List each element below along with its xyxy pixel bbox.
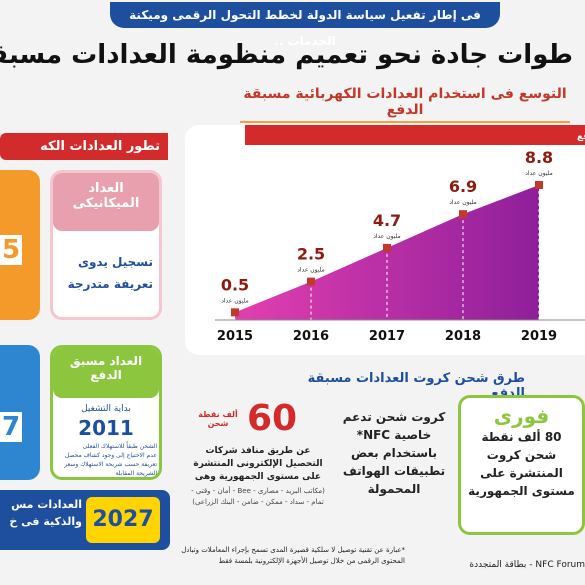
- value-label: 2.5: [297, 245, 325, 264]
- x-tick-label: 2015: [217, 329, 253, 344]
- outlets-number: 60: [246, 398, 298, 439]
- outlets-unit: ألف نقطة شحن: [198, 410, 238, 428]
- nfc-text: كروت شحن تدعم خاصية NFC* باستخدام بعض تط…: [342, 410, 446, 496]
- source: NFC Forum - بطاقة المتجددة: [469, 560, 585, 570]
- value-label: 4.7: [373, 211, 401, 230]
- value-label: 6.9: [449, 177, 477, 196]
- footer-year: 2027: [86, 497, 160, 543]
- evolution-title: تطور العدادات الكه: [0, 133, 168, 160]
- start-label: بداية التشغيل: [81, 404, 131, 414]
- card-title: العداد مسبق الدفع: [53, 348, 159, 398]
- unit-label: مليون عداد: [449, 199, 477, 206]
- feature: تعريفة متدرجة: [67, 277, 153, 291]
- fawry-card: فورى 80 ألف نقطة شحن كروت المنتشرة على م…: [458, 395, 585, 535]
- point: [307, 277, 315, 286]
- subtitle: التوسع فى استخدام العدادات الكهربائية مس…: [240, 86, 570, 123]
- point: [535, 181, 543, 189]
- unit-label: مليون عداد: [221, 297, 249, 304]
- unit-label: مليون عداد: [297, 267, 325, 274]
- feature: الشحن طبقاً للاستهلاك الفعلى: [82, 443, 157, 450]
- outlets-text: عن طريق منافذ شركات التحصيل الإلكترونى ا…: [193, 446, 323, 482]
- outlets-companies: (مكاتب البريد - مصارى - Bee - أمان - وقت…: [191, 487, 325, 506]
- fawry-name: فورى: [493, 404, 550, 428]
- value-label: 8.8: [525, 148, 553, 167]
- main-title: طوات جادة نحو تعميم منظومة العدادات مسبق…: [0, 40, 573, 70]
- x-tick-label: 2017: [369, 329, 405, 344]
- fawry-text: 80 ألف نقطة شحن كروت المنتشرة على مستوى …: [468, 430, 575, 498]
- value-label: 0.5: [221, 275, 249, 294]
- chart-title: جهود الدولة فى مشروعات تركيب العدادات ال…: [577, 132, 585, 142]
- footnote: *عبارة عن تقنية توصيل لا سلكية قصيرة الم…: [181, 546, 405, 565]
- footer-text: العدادات مس والذكية فى خ: [9, 498, 82, 528]
- x-tick-label: 2016: [293, 329, 329, 344]
- mechanical-card: العداد الميكانيكى تسجيل يدوى تعريفة متدر…: [50, 170, 162, 320]
- banner: فى إطار تفعيل سياسة الدولة لخطط التحول ا…: [110, 2, 500, 48]
- feature: تسجيل يدوى: [77, 255, 153, 269]
- unit-label: مليون عداد: [373, 233, 401, 240]
- features: الشحن طبقاً للاستهلاك الفعلى عدم الاحتيا…: [55, 442, 157, 478]
- feature: تعريفة حسب شريحة الاستهلاك وسعر الشريحة …: [64, 461, 157, 477]
- unit-label: مليون عداد: [525, 170, 553, 177]
- start-year: 2011: [78, 416, 134, 440]
- point: [383, 243, 391, 252]
- x-tick-label: 2019: [521, 329, 557, 344]
- point: [231, 308, 239, 317]
- card-title: العداد الميكانيكى: [53, 173, 159, 231]
- prepaid-card: العداد مسبق الدفع بداية التشغيل 2011 الش…: [50, 345, 162, 480]
- partial-number: 7: [0, 412, 22, 442]
- area: [235, 185, 539, 320]
- partial-number: 5: [0, 235, 22, 265]
- chart-title-bg: [245, 125, 585, 145]
- x-tick-label: 2018: [445, 329, 481, 344]
- feature: عدم الاحتياج إلى وجود كشاف محصل: [64, 452, 157, 459]
- point: [459, 210, 467, 219]
